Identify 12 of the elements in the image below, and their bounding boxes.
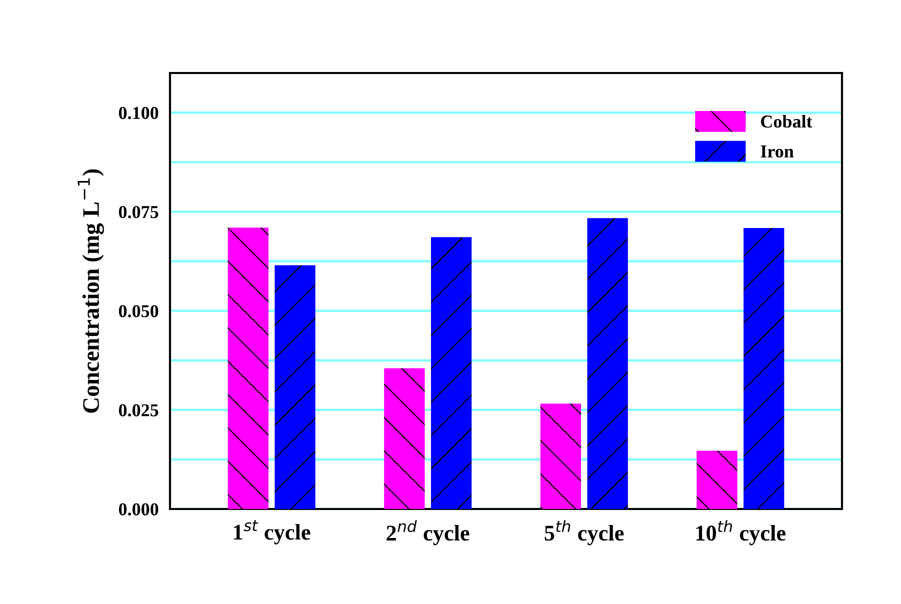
- x-tick-label: 1$^{st}$ cycle: [234, 520, 310, 544]
- x-tick-label: 2$^{nd}$ cycle: [386, 520, 470, 546]
- y-axis-title: Concentration (mg L$^{−1}$): [78, 169, 104, 413]
- legend-label: Iron: [760, 146, 794, 158]
- y-tick-label: 0.075: [118, 206, 158, 218]
- y-tick-label: 0.100: [118, 106, 158, 120]
- y-tick-label: 0.025: [118, 404, 158, 416]
- x-tick-label: 5$^{th}$ cycle: [544, 520, 624, 546]
- x-tick-label: 10$^{th}$ cycle: [696, 520, 786, 546]
- y-tick-label: 0.050: [118, 305, 158, 318]
- y-tick-label: 0.000: [118, 503, 158, 516]
- legend-label: Cobalt: [761, 114, 812, 128]
